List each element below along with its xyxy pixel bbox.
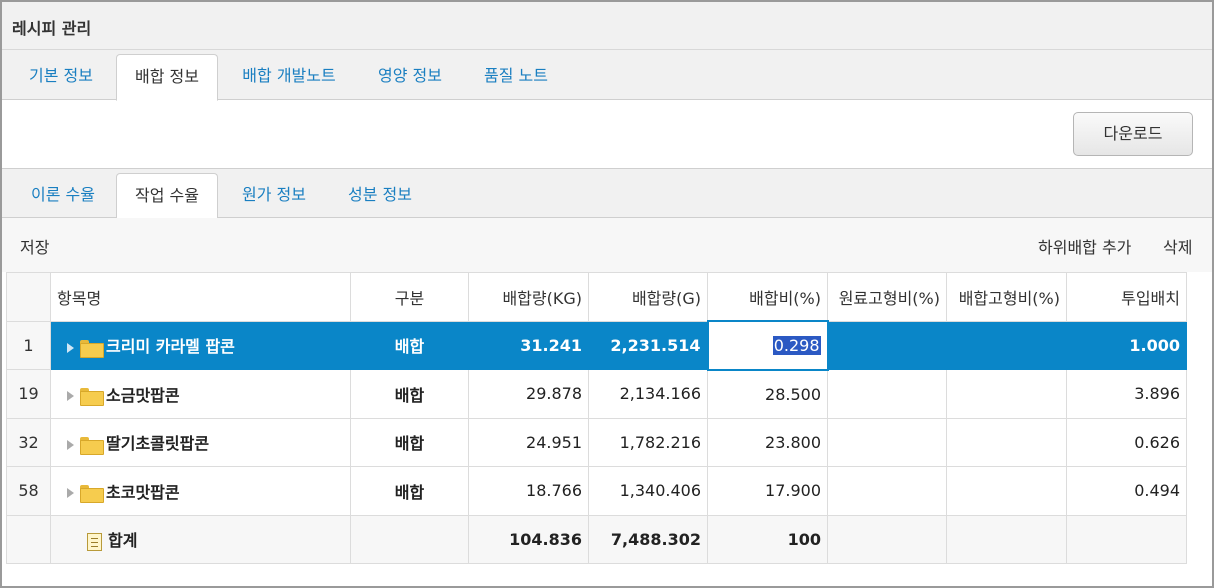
folder-icon	[80, 388, 104, 407]
expand-triangle-icon[interactable]	[67, 439, 74, 450]
amount-kg-cell[interactable]: 29.878	[468, 369, 589, 419]
window-titlebar: 레시피 관리	[2, 2, 1212, 50]
tab-cost-info[interactable]: 원가 정보	[242, 185, 306, 204]
total-label: 합계	[108, 531, 138, 551]
total-name-cell: 합계	[50, 514, 351, 564]
row-number: 32	[6, 417, 51, 467]
row-number: 1	[6, 320, 51, 370]
amount-kg-cell[interactable]: 18.766	[468, 466, 589, 516]
folder-icon	[80, 339, 104, 358]
type-cell[interactable]: 배합	[350, 466, 469, 516]
mix-solid-ratio-cell[interactable]	[946, 466, 1067, 516]
mix-solid-ratio-cell[interactable]	[946, 369, 1067, 419]
tab-component-info[interactable]: 성분 정보	[348, 185, 412, 204]
row-number: 58	[6, 466, 51, 516]
raw-solid-ratio-cell[interactable]	[827, 417, 947, 467]
total-row-number	[6, 514, 51, 564]
item-name: 초코맛팝콘	[106, 482, 180, 502]
header-mix-ratio[interactable]: 배합비(%)	[707, 272, 828, 322]
grid-header-row: 항목명 구분 배합량(KG) 배합량(G) 배합비(%) 원료고형비(%) 배합…	[6, 272, 1187, 322]
item-name-cell[interactable]: 크리미 카라멜 팝콘	[50, 320, 351, 370]
expand-triangle-icon[interactable]	[67, 391, 74, 402]
table-row[interactable]: 32 딸기초콜릿팝콘 배합 24.951 1,782.216 23.800 0.…	[6, 417, 1187, 467]
download-button[interactable]: 다운로드	[1073, 112, 1193, 156]
delete-button[interactable]: 삭제	[1163, 238, 1193, 257]
mix-solid-ratio-cell[interactable]	[946, 320, 1067, 370]
window-title: 레시피 관리	[12, 19, 92, 38]
table-row[interactable]: 1 크리미 카라멜 팝콘 배합 31.241 2,231.514 0.298 1…	[6, 320, 1187, 371]
header-row-number	[6, 272, 51, 322]
raw-solid-ratio-cell[interactable]	[827, 369, 947, 419]
table-row[interactable]: 58 초코맛팝콘 배합 18.766 1,340.406 17.900 0.49…	[6, 466, 1187, 516]
total-row: 합계 104.836 7,488.302 100	[6, 514, 1187, 564]
header-raw-solid-ratio[interactable]: 원료고형비(%)	[827, 272, 947, 322]
item-name-cell[interactable]: 초코맛팝콘	[50, 466, 351, 516]
mix-ratio-cell[interactable]: 17.900	[707, 466, 828, 516]
mix-solid-ratio-cell[interactable]	[946, 417, 1067, 467]
amount-g-cell[interactable]: 2,231.514	[588, 320, 708, 370]
row-number: 19	[6, 369, 51, 419]
amount-g-cell[interactable]: 1,782.216	[588, 417, 708, 467]
raw-solid-ratio-cell[interactable]	[827, 466, 947, 516]
expand-triangle-icon[interactable]	[67, 488, 74, 499]
item-name: 소금맛팝콘	[106, 385, 180, 405]
header-amount-g[interactable]: 배합량(G)	[588, 272, 708, 322]
total-raw-solid-ratio	[827, 514, 947, 564]
mix-grid: 항목명 구분 배합량(KG) 배합량(G) 배합비(%) 원료고형비(%) 배합…	[6, 272, 1187, 564]
input-batch-cell[interactable]: 3.896	[1066, 369, 1187, 419]
save-button[interactable]: 저장	[20, 238, 50, 257]
total-amount-kg: 104.836	[468, 514, 589, 564]
item-name: 크리미 카라멜 팝콘	[106, 337, 235, 357]
folder-icon	[80, 485, 104, 504]
table-row[interactable]: 19 소금맛팝콘 배합 29.878 2,134.166 28.500 3.89…	[6, 369, 1187, 419]
mix-ratio-cell[interactable]: 28.500	[707, 369, 828, 419]
total-mix-ratio: 100	[707, 514, 828, 564]
total-input-batch	[1066, 514, 1187, 564]
mix-ratio-cell[interactable]: 23.800	[707, 417, 828, 467]
grid-toolbar: 저장 하위배합 추가 삭제	[2, 218, 1212, 272]
expand-triangle-icon[interactable]	[67, 342, 74, 353]
total-type-cell	[350, 514, 469, 564]
type-cell[interactable]: 배합	[350, 320, 469, 370]
input-batch-cell[interactable]: 0.626	[1066, 417, 1187, 467]
amount-g-cell[interactable]: 1,340.406	[588, 466, 708, 516]
item-name-cell[interactable]: 딸기초콜릿팝콘	[50, 417, 351, 467]
amount-kg-cell[interactable]: 31.241	[468, 320, 589, 370]
folder-icon	[80, 436, 104, 455]
tab-theoretical-yield[interactable]: 이론 수율	[31, 185, 95, 204]
item-name: 딸기초콜릿팝콘	[106, 434, 210, 454]
tab-work-yield[interactable]: 작업 수율	[116, 173, 218, 220]
type-cell[interactable]: 배합	[350, 369, 469, 419]
tab-mix-info[interactable]: 배합 정보	[116, 54, 218, 101]
main-tab-bar: 기본 정보 배합 정보 배합 개발노트 영양 정보 품질 노트	[2, 50, 1212, 101]
add-sub-mix-button[interactable]: 하위배합 추가	[1038, 238, 1132, 257]
item-name-cell[interactable]: 소금맛팝콘	[50, 369, 351, 419]
input-batch-cell[interactable]: 1.000	[1066, 320, 1187, 370]
header-type[interactable]: 구분	[350, 272, 469, 322]
total-amount-g: 7,488.302	[588, 514, 708, 564]
header-mix-solid-ratio[interactable]: 배합고형비(%)	[946, 272, 1067, 322]
header-input-batch[interactable]: 투입배치	[1066, 272, 1187, 322]
mix-ratio-value: 0.298	[772, 335, 821, 355]
raw-solid-ratio-cell[interactable]	[827, 320, 947, 370]
total-mix-solid-ratio	[946, 514, 1067, 564]
tab-mix-dev-note[interactable]: 배합 개발노트	[242, 66, 336, 85]
tab-basic-info[interactable]: 기본 정보	[29, 66, 93, 85]
document-icon	[87, 532, 102, 551]
tab-quality-note[interactable]: 품질 노트	[484, 66, 548, 85]
mix-ratio-input[interactable]: 0.298	[706, 320, 829, 371]
header-item-name[interactable]: 항목명	[50, 272, 351, 322]
header-amount-kg[interactable]: 배합량(KG)	[468, 272, 589, 322]
sub-tab-bar: 이론 수율 작업 수율 원가 정보 성분 정보	[2, 168, 1212, 220]
amount-g-cell[interactable]: 2,134.166	[588, 369, 708, 419]
amount-kg-cell[interactable]: 24.951	[468, 417, 589, 467]
input-batch-cell[interactable]: 0.494	[1066, 466, 1187, 516]
type-cell[interactable]: 배합	[350, 417, 469, 467]
tab-nutrition-info[interactable]: 영양 정보	[378, 66, 442, 85]
